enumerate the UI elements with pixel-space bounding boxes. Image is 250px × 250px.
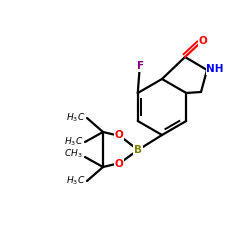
Text: $H_3C$: $H_3C$ [64, 136, 83, 148]
Text: $H_3C$: $H_3C$ [66, 175, 85, 187]
Text: $H_3C$: $H_3C$ [66, 112, 85, 124]
Text: O: O [198, 36, 207, 46]
Text: B: B [134, 145, 142, 155]
Text: $CH_3$: $CH_3$ [64, 148, 83, 160]
Text: F: F [137, 61, 144, 71]
Text: NH: NH [206, 64, 224, 74]
Text: O: O [114, 130, 124, 140]
Text: O: O [114, 159, 124, 169]
